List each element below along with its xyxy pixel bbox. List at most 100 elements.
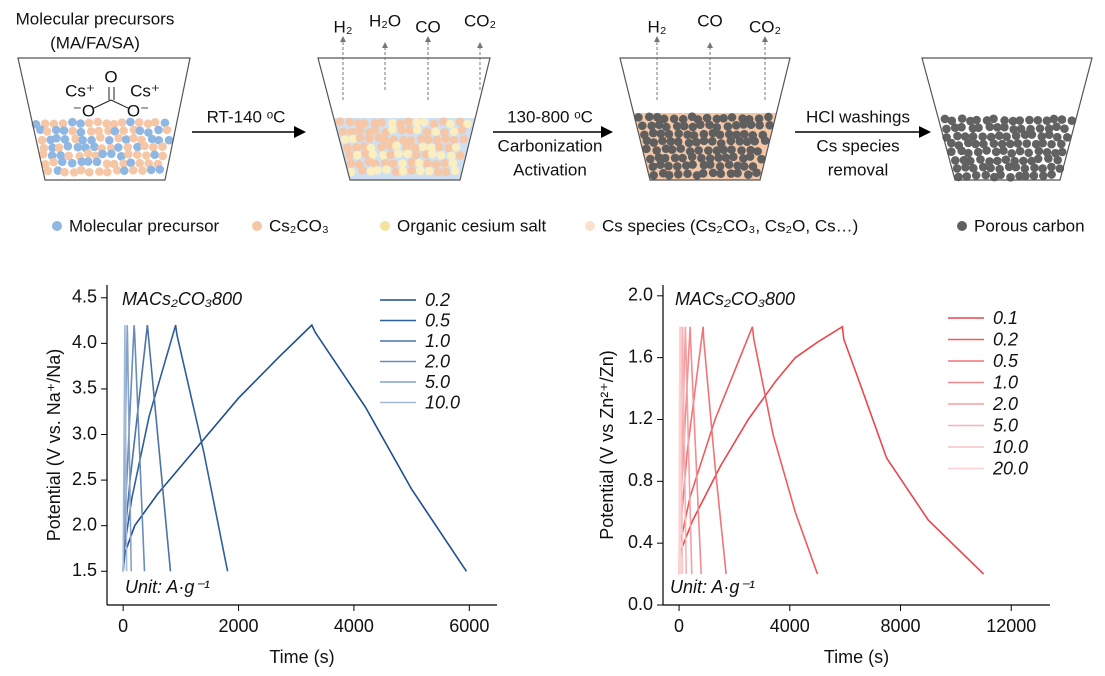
particle [729, 152, 738, 162]
charts: 0 2000 4000 6000 1.5 2.0 2.5 3.0 3.5 4.0 4.5 Time (… [44, 285, 1050, 667]
particle [1044, 130, 1054, 139]
particle [764, 112, 773, 122]
particle [697, 153, 706, 163]
particle [102, 119, 111, 128]
particle [1019, 156, 1028, 166]
step-label: Carbonization [498, 136, 603, 155]
particle [69, 168, 79, 177]
particle [1011, 131, 1021, 141]
legend-label: Molecular precursor [69, 216, 220, 235]
particle [1020, 164, 1030, 173]
particle [953, 131, 962, 141]
particle [359, 142, 369, 151]
particle [365, 134, 374, 143]
particle [993, 156, 1002, 166]
particle [76, 119, 85, 128]
particle [689, 131, 699, 140]
unit-label: Unit: A·g⁻¹ [125, 577, 210, 597]
particle [699, 136, 709, 146]
particle [103, 167, 112, 177]
particle [656, 160, 665, 170]
particle [387, 125, 397, 134]
particle [98, 149, 107, 159]
particle [715, 130, 725, 140]
particle [1062, 133, 1072, 142]
y-tick-label: 2.0 [628, 285, 653, 305]
legend-label: 1.0 [425, 331, 450, 351]
gas-label: CO₂ [464, 11, 496, 30]
gas-label: H₂ [334, 17, 353, 36]
particle [68, 117, 77, 127]
particle [946, 147, 956, 157]
particle [982, 146, 991, 155]
x-tick-label: 0 [674, 616, 684, 636]
particle [140, 141, 149, 151]
particle [726, 169, 736, 178]
series-line [678, 325, 985, 575]
legend-label: 1.0 [993, 372, 1018, 392]
particle [128, 165, 138, 175]
particle [361, 149, 370, 159]
legend-marker [585, 221, 595, 231]
particle [126, 158, 136, 168]
particle [721, 153, 731, 162]
particle [947, 138, 956, 148]
particle [654, 153, 664, 162]
particle [661, 122, 671, 132]
particle [989, 114, 998, 124]
label: (MA/FA/SA) [50, 33, 140, 52]
particle [455, 151, 465, 160]
particle [84, 118, 94, 128]
particle [1035, 124, 1045, 133]
particle [654, 120, 664, 130]
particle [83, 157, 93, 166]
particle [678, 153, 687, 163]
particle [39, 143, 49, 153]
particle [58, 119, 68, 128]
particle [724, 160, 734, 169]
particle [123, 142, 132, 152]
particle [87, 135, 96, 145]
series-line [122, 325, 128, 572]
particle [673, 170, 683, 179]
legend-label: 5.0 [425, 372, 450, 392]
particle [991, 147, 1001, 157]
particle [394, 149, 403, 158]
particle [672, 121, 682, 131]
particle [121, 135, 131, 144]
particle [112, 166, 122, 175]
particle [664, 129, 674, 139]
particle [1025, 115, 1034, 125]
particle [1024, 148, 1034, 158]
particle [370, 118, 380, 128]
particle [652, 146, 661, 155]
particle [392, 141, 401, 150]
particle [109, 119, 119, 129]
particle [694, 146, 703, 155]
particle [750, 136, 759, 146]
particle [423, 135, 433, 145]
particle [422, 127, 432, 137]
particle [971, 139, 980, 149]
particle [659, 114, 669, 124]
particle [446, 151, 456, 161]
particle [746, 120, 756, 129]
particle [696, 120, 705, 130]
particle [411, 150, 421, 160]
particle [104, 126, 113, 135]
particle [335, 117, 345, 126]
particle [47, 151, 57, 160]
particle [428, 149, 437, 159]
particle [707, 137, 717, 146]
particle [658, 136, 667, 146]
x-tick-label: 2000 [219, 616, 259, 636]
y-tick-label: 1.5 [72, 560, 97, 580]
legend-label: 2.0 [424, 351, 450, 371]
particle [996, 170, 1005, 180]
particle [727, 145, 736, 155]
gas-label: H₂ [648, 17, 667, 36]
step-label: removal [828, 160, 888, 179]
particle [60, 167, 69, 177]
particle [739, 120, 748, 129]
particle [377, 118, 386, 127]
